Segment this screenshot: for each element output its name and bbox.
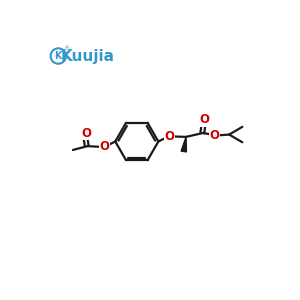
Text: K: K [54, 51, 62, 61]
Text: O: O [164, 130, 174, 142]
Text: ®: ® [64, 46, 70, 52]
Text: O: O [200, 113, 210, 126]
Polygon shape [181, 137, 186, 152]
Text: Kuujia: Kuujia [61, 49, 115, 64]
Text: O: O [100, 140, 110, 153]
Text: O: O [210, 129, 220, 142]
Text: O: O [81, 127, 91, 140]
